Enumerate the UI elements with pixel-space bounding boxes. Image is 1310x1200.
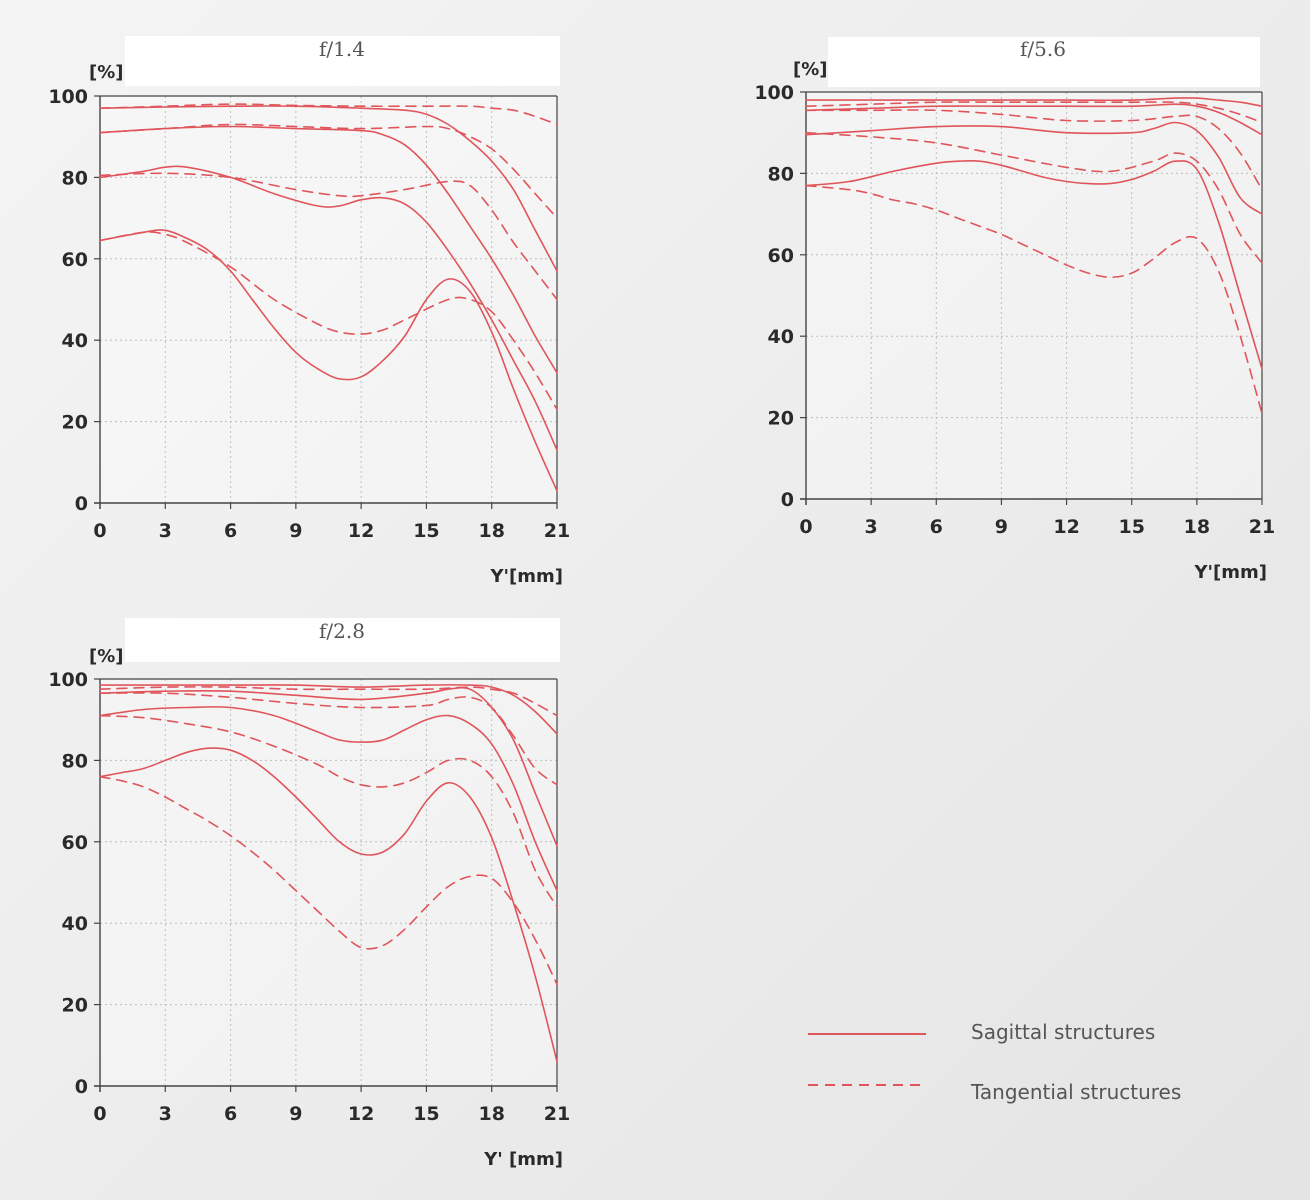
tangential-curve [99,692,558,786]
sagittal-curve [805,121,1263,215]
tangential-curve [99,172,558,301]
y-tick-label: 80 [62,750,88,772]
chart-f2-8: f/2.8 [%] Y' [mm] 0 3 6 9 12 15 18 21 0 20 40 60 80 1… [48,618,570,1170]
y-unit-label: [%] [89,62,124,83]
y-tick-label: 40 [62,913,88,935]
plot-background [100,679,557,1086]
x-tick-label: 15 [1118,516,1144,538]
x-tick-label: 21 [1249,516,1275,538]
tangential-curve [99,714,558,908]
x-tick-label: 6 [224,1103,237,1125]
tangential-curve [99,686,558,717]
x-tick-label: 12 [1053,516,1079,538]
y-tick-label: 60 [62,832,88,854]
y-tick-label: 0 [781,489,794,511]
sagittal-curve [99,684,558,735]
chart-title: f/1.4 [319,37,365,61]
y-tick-label: 20 [768,408,794,430]
y-tick-label: 80 [768,163,794,185]
tangential-curve [805,131,1263,264]
x-tick-label: 3 [159,520,172,542]
y-tick-label: 100 [48,86,88,108]
y-tick-label: 60 [768,245,794,267]
y-tick-label: 20 [62,412,88,434]
chart-title-box [828,37,1260,87]
x-tick-label: 0 [799,516,812,538]
chart-title-box [125,618,560,662]
x-axis-label: Y'[mm] [1193,562,1267,583]
y-tick-label: 40 [768,326,794,348]
sagittal-curve [99,686,558,847]
tangential-curve [805,101,1263,124]
x-tick-label: 21 [544,520,570,542]
x-axis-label: Y'[mm] [489,566,563,587]
x-tick-label: 12 [348,520,374,542]
tangential-curve [805,184,1263,415]
tangential-curve [99,775,558,986]
y-tick-label: 100 [48,669,88,691]
sagittal-curve [99,747,558,1063]
x-tick-label: 15 [413,1103,439,1125]
plot-background [806,92,1262,499]
tangential-curve [805,109,1263,191]
y-tick-label: 0 [75,1076,88,1098]
y-unit-label: [%] [89,646,124,667]
tangential-curve [99,231,558,411]
y-tick-label: 0 [75,493,88,515]
sagittal-curve [805,97,1263,107]
y-tick-label: 20 [62,995,88,1017]
chart-title-box [125,36,560,86]
legend-tangential-label: Tangential structures [970,1080,1181,1104]
legend: Sagittal structures Tangential structure… [808,1020,1181,1104]
x-tick-label: 0 [93,520,106,542]
x-axis-label: Y' [mm] [483,1149,563,1170]
x-tick-label: 9 [995,516,1008,538]
chart-title: f/5.6 [1020,37,1066,61]
sagittal-curve [99,125,558,374]
x-tick-label: 18 [1184,516,1210,538]
x-tick-label: 9 [289,1103,302,1125]
tangential-curve [99,103,558,126]
x-tick-label: 18 [478,1103,504,1125]
chart-f1-4: f/1.4 [%] Y'[mm] 0 3 6 9 12 15 18 21 0 20 40 60 80 10… [48,36,570,587]
x-tick-label: 9 [289,520,302,542]
x-tick-label: 21 [544,1103,570,1125]
x-tick-label: 3 [159,1103,172,1125]
x-tick-label: 18 [478,520,504,542]
plot-area: 0 3 6 9 12 15 18 21 0 20 40 60 80 100 [48,86,570,542]
plot-area: 0 3 6 9 12 15 18 21 0 20 40 60 80 100 [48,669,570,1125]
sagittal-curve [805,103,1263,136]
x-tick-label: 3 [865,516,878,538]
y-tick-label: 100 [754,82,794,104]
x-tick-label: 0 [93,1103,106,1125]
x-tick-label: 15 [413,520,439,542]
sagittal-curve [99,165,558,451]
chart-title: f/2.8 [319,619,365,643]
plot-area: 0 3 6 9 12 15 18 21 0 20 40 60 80 100 [754,82,1275,538]
chart-f5-6: f/5.6 [%] Y'[mm] 0 3 6 9 12 15 18 21 0 20 40 60 80 10… [754,37,1275,583]
tangential-curve [99,123,558,219]
y-tick-label: 80 [62,167,88,189]
sagittal-curve [805,160,1263,370]
x-tick-label: 6 [930,516,943,538]
y-tick-label: 60 [62,249,88,271]
sagittal-curve [99,229,558,492]
x-tick-label: 6 [224,520,237,542]
y-tick-label: 40 [62,330,88,352]
sagittal-curve [99,105,558,272]
y-unit-label: [%] [793,59,828,80]
sagittal-curve [99,706,558,892]
legend-sagittal-label: Sagittal structures [971,1020,1155,1044]
x-tick-label: 12 [348,1103,374,1125]
